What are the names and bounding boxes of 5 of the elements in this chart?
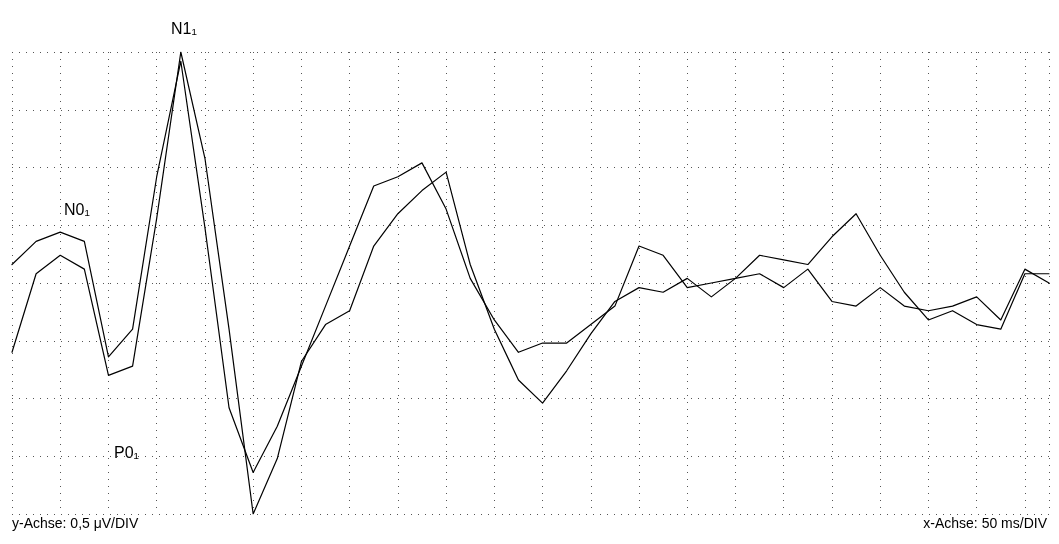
annotation: N0₁ [64,200,90,218]
annotation: P0₁ [114,443,139,461]
text: y-Achse: 0,5 μV/DIV [12,515,139,531]
text: x-Achse: 50 ms/DIV [923,515,1048,531]
text: N1₁ [171,19,197,37]
